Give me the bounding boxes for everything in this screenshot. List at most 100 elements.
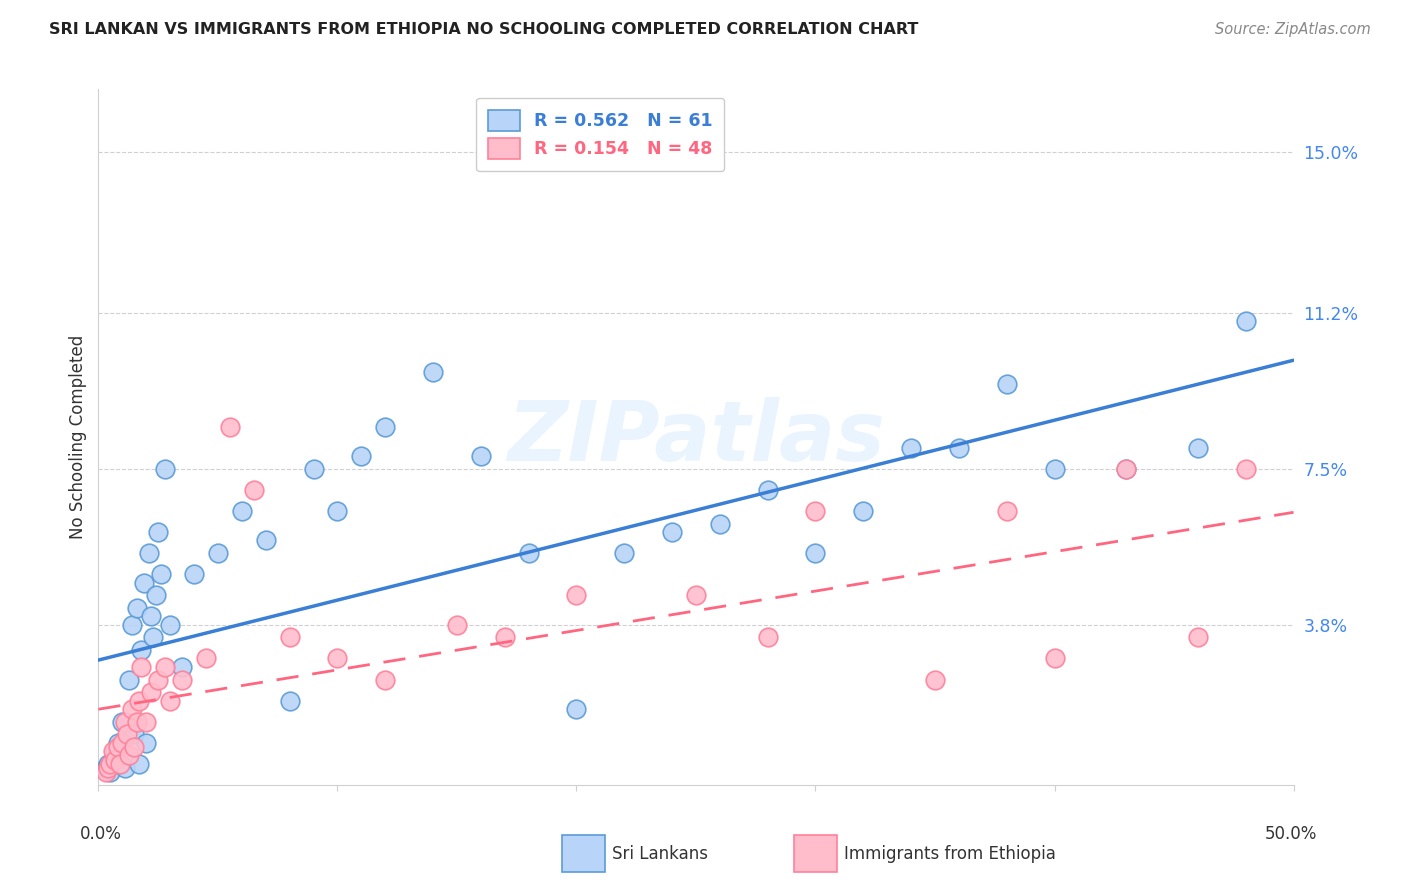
Point [278,631,301,645]
Point [326,651,349,665]
Text: 0.0%: 0.0% [80,825,122,843]
Point [254,533,277,548]
Point [159,617,181,632]
Point [111,714,134,729]
Point [995,504,1018,518]
Text: Immigrants from Ethiopia: Immigrants from Ethiopia [844,845,1056,863]
Point [172,660,194,674]
Point [948,441,970,455]
Point [138,546,160,560]
Point [350,449,373,463]
Point [145,588,167,602]
Point [900,441,922,455]
Point [128,756,150,771]
Point [132,575,155,590]
Point [565,702,588,716]
Point [135,714,157,729]
Point [1043,651,1066,665]
Text: ZIPatlas: ZIPatlas [508,397,884,477]
Point [1043,461,1066,475]
Point [135,736,157,750]
Point [756,631,779,645]
Point [142,631,165,645]
Point [756,483,779,497]
Point [1187,441,1209,455]
Point [517,546,540,560]
Text: 50.0%: 50.0% [1264,825,1317,843]
Point [446,617,468,632]
Point [565,588,588,602]
Point [470,449,492,463]
Legend: R = 0.562   N = 61, R = 0.154   N = 48: R = 0.562 N = 61, R = 0.154 N = 48 [477,98,724,171]
Text: SRI LANKAN VS IMMIGRANTS FROM ETHIOPIA NO SCHOOLING COMPLETED CORRELATION CHART: SRI LANKAN VS IMMIGRANTS FROM ETHIOPIA N… [49,22,918,37]
Point [107,739,129,754]
Point [118,673,141,687]
Text: Sri Lankans: Sri Lankans [612,845,707,863]
Point [107,736,129,750]
Point [101,744,124,758]
Point [804,504,827,518]
Point [804,546,827,560]
Point [155,461,177,475]
Point [1234,314,1257,328]
Point [219,419,242,434]
Point [852,504,875,518]
Point [207,546,229,560]
Point [159,693,181,707]
Point [139,609,162,624]
Point [94,765,117,780]
Point [108,756,131,771]
Point [115,748,138,763]
Point [97,756,120,771]
Point [149,567,172,582]
Point [128,693,150,707]
Point [242,483,264,497]
Y-axis label: No Schooling Completed: No Schooling Completed [69,335,87,539]
Point [104,744,127,758]
Point [94,761,117,775]
Point [114,761,136,775]
Point [131,643,153,657]
Point [121,702,143,716]
Point [111,736,134,750]
Point [125,714,148,729]
Point [148,673,170,687]
Point [104,753,127,767]
Point [114,714,136,729]
Point [613,546,636,560]
Point [1115,461,1137,475]
Point [124,739,146,754]
Point [98,765,122,780]
Text: Source: ZipAtlas.com: Source: ZipAtlas.com [1215,22,1371,37]
Point [97,761,120,775]
Point [231,504,253,518]
Point [326,504,349,518]
Point [995,377,1018,392]
Point [124,727,146,741]
Point [131,660,153,674]
Point [101,753,124,767]
Point [374,673,396,687]
Point [155,660,177,674]
Point [148,524,170,539]
Point [278,693,301,707]
Point [98,756,122,771]
Point [709,516,731,531]
Point [115,727,138,741]
Point [108,756,131,771]
Point [494,631,516,645]
Point [194,651,217,665]
Point [1187,631,1209,645]
Point [118,748,141,763]
Point [121,617,143,632]
Point [661,524,683,539]
Point [139,685,162,699]
Point [685,588,707,602]
Point [924,673,946,687]
Point [172,673,194,687]
Point [1234,461,1257,475]
Point [183,567,205,582]
Point [1115,461,1137,475]
Point [125,600,148,615]
Point [422,365,444,379]
